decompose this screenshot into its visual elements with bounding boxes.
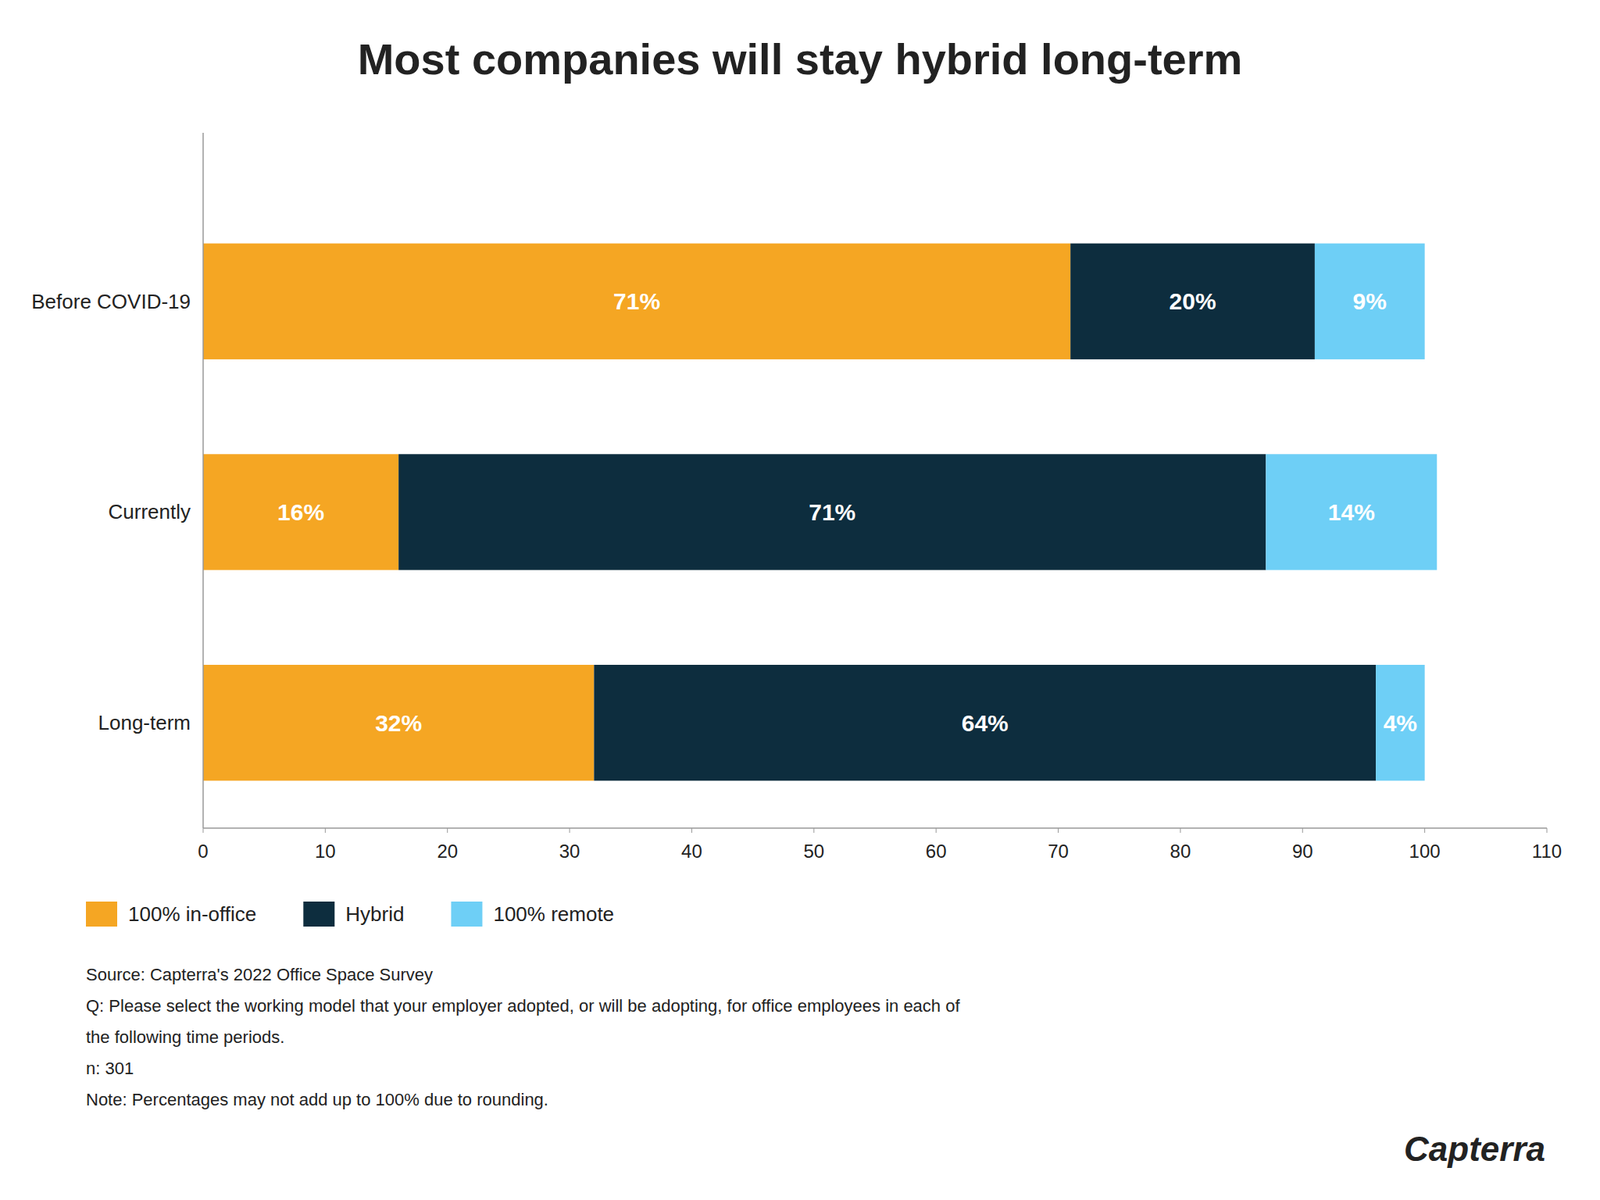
x-tick <box>691 828 693 833</box>
x-tick-label: 100 <box>1409 840 1441 862</box>
data-label: 71% <box>613 288 661 315</box>
x-tick-label: 40 <box>681 840 703 862</box>
data-labels: 71% 20% 9% 16% 71% 14% 32% 64% 4% <box>277 288 1418 736</box>
bar <box>1314 243 1425 360</box>
legend: 100% in-office Hybrid 100% remote <box>85 901 615 927</box>
data-label: 14% <box>1328 499 1375 525</box>
data-label: 9% <box>1353 288 1387 315</box>
x-tick <box>1546 828 1548 833</box>
data-label: 20% <box>1169 288 1217 315</box>
x-tick <box>1302 828 1304 833</box>
legend-label: Hybrid <box>345 902 404 926</box>
bar <box>1375 664 1425 781</box>
data-label: 16% <box>277 499 325 525</box>
chart: Most companies will stay hybrid long-ter… <box>0 0 1600 1200</box>
x-axis-line <box>203 827 1547 829</box>
x-tick <box>813 828 815 833</box>
x-tick-label: 20 <box>436 840 458 862</box>
x-tick <box>1057 828 1059 833</box>
y-tick-label: Currently <box>108 500 191 524</box>
x-tick <box>446 828 448 833</box>
bar <box>1265 453 1437 570</box>
bar <box>1070 243 1315 360</box>
legend-swatch <box>450 901 483 927</box>
x-tick <box>1179 828 1181 833</box>
x-tick-label: 70 <box>1047 840 1069 862</box>
x-tick <box>203 828 204 833</box>
legend-swatch <box>303 901 335 927</box>
x-tick-label: 50 <box>803 840 825 862</box>
data-label: 64% <box>961 710 1009 736</box>
y-tick-label: Before COVID-19 <box>31 289 191 314</box>
bars <box>203 243 1437 782</box>
legend-label: 100% in-office <box>128 902 257 926</box>
bar <box>593 664 1376 781</box>
bar <box>203 664 594 781</box>
data-label: 71% <box>808 499 856 525</box>
bar <box>398 453 1266 570</box>
x-tick <box>325 828 326 833</box>
y-axis-line <box>202 132 204 829</box>
data-label: 4% <box>1383 710 1418 736</box>
y-tick-label: Long-term <box>98 710 192 735</box>
bar <box>203 453 399 570</box>
x-tick-label: 90 <box>1292 840 1314 862</box>
legend-label: 100% remote <box>492 902 615 926</box>
data-label: 32% <box>375 710 422 736</box>
source-note: Source: Capterra's 2022 Office Space Sur… <box>85 964 961 1110</box>
legend-swatch <box>85 901 118 927</box>
x-tick-label: 80 <box>1170 840 1192 862</box>
x-tick <box>1424 828 1425 833</box>
title: Most companies will stay hybrid long-ter… <box>357 34 1243 84</box>
x-tick-label: 10 <box>314 840 336 862</box>
logo-text: Capterra <box>1403 1129 1546 1168</box>
x-tick <box>569 828 571 833</box>
x-tick <box>935 828 937 833</box>
bar <box>203 243 1071 360</box>
x-tick-label: 0 <box>197 840 208 862</box>
x-tick-label: 110 <box>1532 840 1562 862</box>
x-tick-label: 30 <box>559 840 581 862</box>
x-tick-label: 60 <box>925 840 947 862</box>
